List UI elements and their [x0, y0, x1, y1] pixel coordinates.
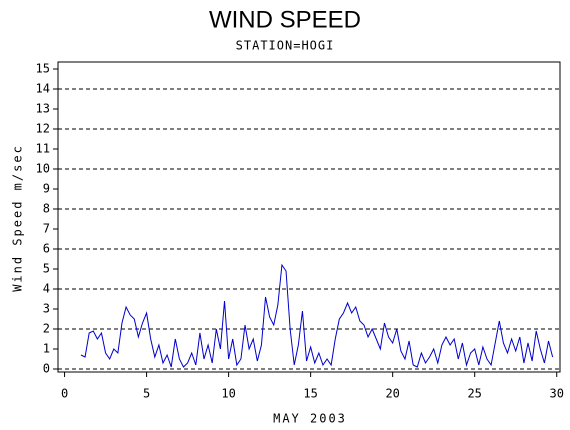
y-tick-label: 7 — [43, 222, 50, 236]
y-tick-label: 10 — [36, 162, 50, 176]
y-tick-label: 5 — [43, 262, 50, 276]
x-tick-label: 25 — [467, 387, 481, 401]
y-tick-label: 4 — [43, 282, 50, 296]
y-tick-label: 1 — [43, 342, 50, 356]
x-tick-label: 30 — [549, 387, 563, 401]
y-tick-label: 3 — [43, 302, 50, 316]
x-tick-label: 20 — [385, 387, 399, 401]
x-tick-label: 5 — [143, 387, 150, 401]
y-tick-label: 8 — [43, 202, 50, 216]
y-axis-label: Wind Speed m/sec — [11, 144, 25, 292]
y-tick-label: 15 — [36, 62, 50, 76]
x-tick-label: 15 — [303, 387, 317, 401]
y-tick-label: 2 — [43, 322, 50, 336]
y-tick-label: 6 — [43, 242, 50, 256]
y-tick-label: 9 — [43, 182, 50, 196]
chart-subtitle: STATION=HOGI — [236, 39, 335, 53]
plot-frame — [57, 61, 561, 373]
y-tick-label: 0 — [43, 362, 50, 376]
x-axis-label: MAY 2003 — [273, 412, 347, 426]
y-tick-label: 14 — [36, 82, 50, 96]
x-tick-label: 0 — [61, 387, 68, 401]
y-tick-label: 12 — [36, 122, 50, 136]
y-tick-label: 11 — [36, 142, 50, 156]
chart-title: WIND SPEED — [209, 6, 361, 33]
y-tick-label: 13 — [36, 102, 50, 116]
data-line — [80, 263, 554, 368]
x-tick-label: 10 — [221, 387, 235, 401]
